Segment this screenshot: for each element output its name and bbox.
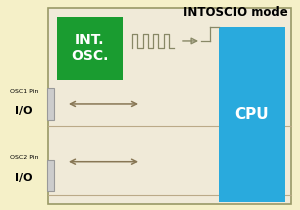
Text: OSC2 Pin: OSC2 Pin [10, 155, 38, 160]
Bar [48, 8, 291, 204]
Bar [57, 17, 123, 80]
Text: I/O: I/O [15, 106, 33, 116]
Bar [219, 27, 285, 202]
Bar [46, 88, 54, 120]
Text: INTOSCIO mode: INTOSCIO mode [183, 6, 288, 19]
Text: CPU: CPU [235, 107, 269, 122]
Bar [46, 160, 54, 191]
Text: I/O: I/O [15, 173, 33, 184]
Text: OSC1 Pin: OSC1 Pin [10, 89, 38, 94]
Text: INT.
OSC.: INT. OSC. [71, 33, 109, 63]
